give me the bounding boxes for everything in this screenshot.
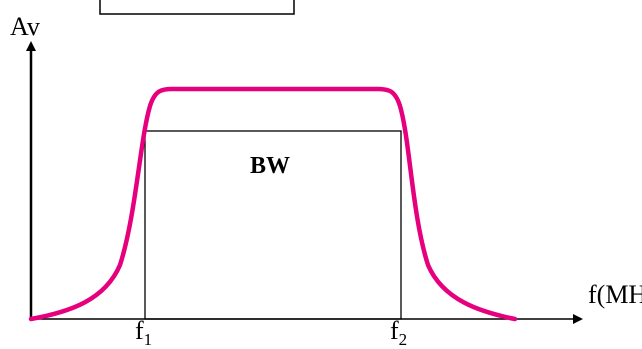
bandwidth-label: BW xyxy=(250,153,291,179)
f1-label: f1 xyxy=(135,316,153,349)
frequency-response-curve xyxy=(28,86,518,322)
f1-base: f xyxy=(135,316,144,345)
y-axis-label: Av xyxy=(10,12,40,41)
cropped-box xyxy=(99,0,295,15)
f2-subscript: 2 xyxy=(398,330,408,349)
bandwidth-box xyxy=(144,130,402,320)
f1-subscript: 1 xyxy=(143,330,153,349)
x-axis-label: f(MHz) xyxy=(588,280,642,309)
f2-label: f2 xyxy=(390,316,408,349)
f2-base: f xyxy=(390,316,399,345)
